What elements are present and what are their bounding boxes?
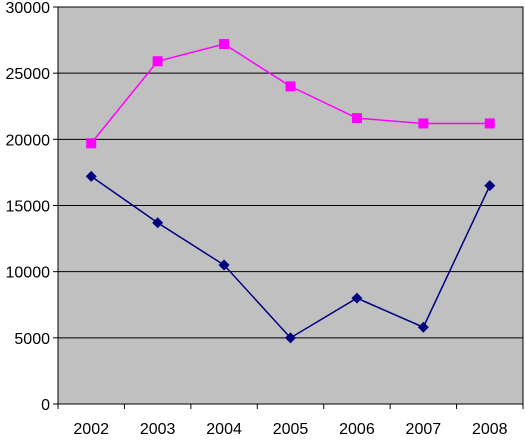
x-tick-label: 2007 xyxy=(406,421,442,435)
data-point-diamond xyxy=(85,170,97,182)
data-point-diamond xyxy=(417,321,429,333)
data-point-diamond xyxy=(152,217,164,229)
x-tick-label: 2004 xyxy=(206,421,242,435)
data-point-diamond xyxy=(484,180,496,192)
x-tick-label: 2002 xyxy=(73,421,109,435)
data-point-square xyxy=(418,118,429,129)
data-point-square xyxy=(351,113,362,124)
x-tick-label: 2008 xyxy=(472,421,508,435)
data-point-square xyxy=(484,118,495,129)
data-point-diamond xyxy=(218,259,230,271)
x-tick-label: 2005 xyxy=(273,421,309,435)
x-tick-label: 2006 xyxy=(339,421,375,435)
y-tick-label: 30000 xyxy=(6,0,51,17)
y-axis: 0 5000 10000 15000 20000 25000 30000 xyxy=(6,0,58,414)
data-point-square xyxy=(86,138,97,149)
y-tick-label: 0 xyxy=(41,397,50,414)
y-tick-label: 10000 xyxy=(6,265,51,282)
y-tick-label: 25000 xyxy=(6,66,51,83)
data-point-diamond xyxy=(285,332,296,344)
x-tick-label: 2003 xyxy=(140,421,176,435)
y-tick-label: 5000 xyxy=(14,331,50,348)
series-layer xyxy=(85,39,496,344)
gridlines xyxy=(58,72,523,339)
data-point-square xyxy=(152,56,163,67)
data-point-square xyxy=(285,81,296,92)
data-point-diamond xyxy=(351,292,363,304)
y-tick-label: 15000 xyxy=(6,199,51,216)
x-axis: 2002 2003 2004 2005 2006 2007 2008 xyxy=(57,404,524,438)
data-point-square xyxy=(219,39,230,50)
y-tick-label: 20000 xyxy=(6,132,51,149)
